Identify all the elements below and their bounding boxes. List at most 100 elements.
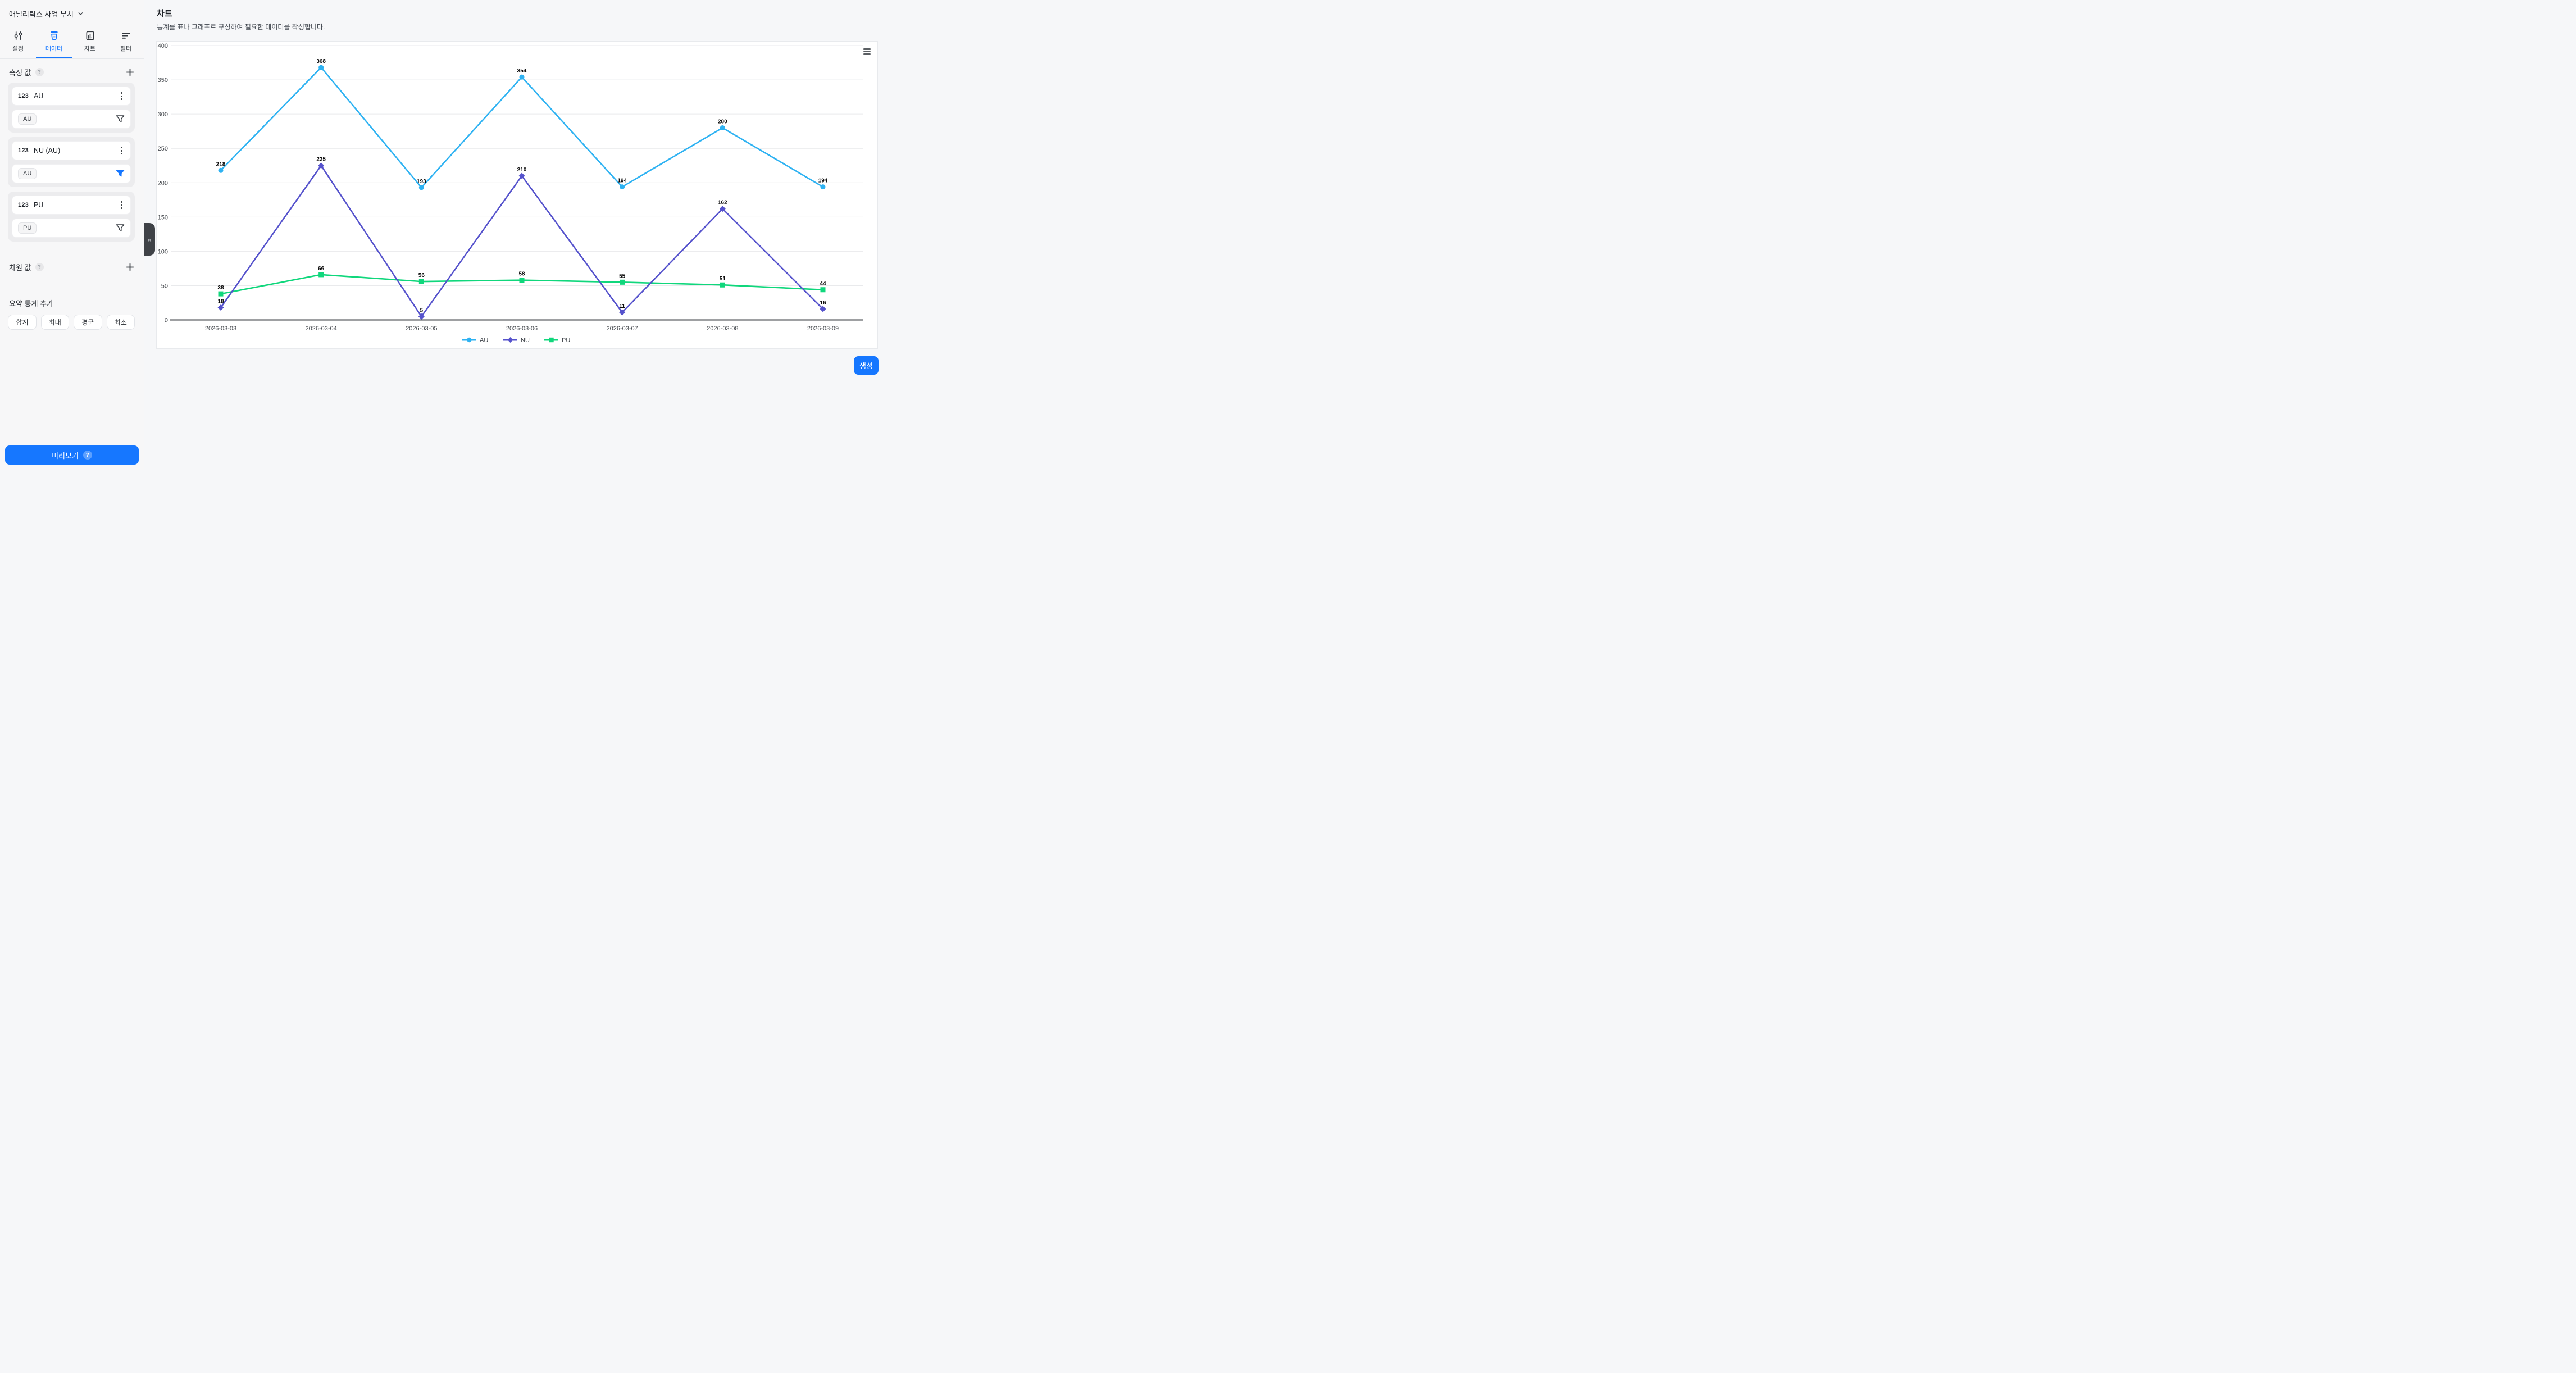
legend-marker-NU[interactable] [507, 337, 513, 343]
filter-funnel-icon[interactable] [116, 224, 125, 233]
y-tick-label: 100 [158, 248, 168, 255]
point-label: 5 [420, 307, 424, 313]
point-label: 218 [216, 161, 226, 167]
summary-sum-button[interactable]: 합계 [8, 315, 37, 330]
page-title: 차트 [157, 9, 172, 19]
point-label: 368 [316, 58, 326, 65]
point-label: 162 [718, 200, 727, 206]
filter-funnel-active-icon[interactable] [116, 169, 125, 178]
point-label: 58 [518, 271, 525, 278]
point-label: 51 [720, 276, 726, 282]
y-tick-label: 50 [161, 283, 168, 289]
legend-marker-PU[interactable] [549, 337, 554, 343]
point-label: 55 [619, 273, 626, 279]
measure-row[interactable]: 123 NU (AU) [12, 141, 131, 160]
legend-marker-AU[interactable] [467, 337, 472, 343]
series-line-NU[interactable] [220, 165, 824, 317]
sidebar: 애널리틱스 사업 부서 설정 데이터 [0, 0, 155, 470]
data-point-AU[interactable] [720, 125, 725, 131]
measure-row[interactable]: 123 AU [12, 87, 131, 106]
tab-filter[interactable]: 필터 [108, 25, 144, 58]
y-tick-label: 400 [158, 43, 168, 49]
legend-label-NU[interactable]: NU [521, 337, 530, 344]
point-label: 16 [820, 300, 826, 306]
chart-menu-button[interactable] [862, 47, 872, 56]
preview-label: 미리보기 [52, 451, 79, 460]
preview-button[interactable]: 미리보기 ? [5, 445, 139, 465]
data-point-NU[interactable] [820, 306, 826, 312]
summary-avg-button[interactable]: 평균 [74, 315, 102, 330]
tab-data[interactable]: 데이터 [36, 25, 72, 58]
add-measure-button[interactable] [125, 67, 135, 77]
help-icon[interactable]: ? [35, 68, 44, 76]
data-bucket-icon [50, 31, 58, 40]
chevron-down-icon [78, 12, 83, 15]
tab-chart[interactable]: 차트 [72, 25, 108, 58]
add-dimension-button[interactable] [125, 262, 135, 272]
data-point-AU[interactable] [418, 185, 424, 190]
workspace-selector[interactable]: 애널리틱스 사업 부서 [0, 0, 144, 25]
data-point-PU[interactable] [720, 282, 725, 288]
tab-label: 설정 [12, 46, 24, 52]
data-point-AU[interactable] [519, 74, 525, 80]
kebab-menu-icon[interactable] [119, 199, 125, 211]
summary-title: 요약 통계 추가 [9, 299, 53, 308]
create-button[interactable]: 생성 [854, 356, 879, 375]
data-point-PU[interactable] [519, 278, 525, 283]
data-point-AU[interactable] [620, 184, 625, 190]
measure-name: AU [33, 92, 44, 100]
point-label: 280 [718, 119, 727, 125]
kebab-menu-icon[interactable] [119, 145, 125, 156]
data-point-PU[interactable] [218, 291, 224, 297]
measure-field-row: AU [12, 164, 131, 183]
point-label: 193 [417, 179, 426, 185]
data-point-NU[interactable] [217, 304, 224, 311]
point-label: 225 [316, 157, 326, 163]
measure-card-au: 123 AU AU [8, 83, 135, 133]
chart-panel: 0 50 100 150 200 250 300 350 400 2026-03-03 2026-0… [156, 41, 878, 349]
bar-chart-icon [86, 31, 94, 40]
data-point-PU[interactable] [318, 272, 324, 278]
tab-settings[interactable]: 설정 [0, 25, 36, 58]
summary-max-button[interactable]: 최대 [40, 315, 69, 330]
data-point-NU[interactable] [619, 309, 626, 316]
data-point-NU[interactable] [719, 206, 726, 212]
tab-label: 차트 [84, 46, 96, 52]
series-line-PU[interactable] [220, 274, 824, 295]
x-tick-label: 2026-03-09 [807, 325, 839, 332]
point-label: 56 [418, 272, 425, 279]
data-point-PU[interactable] [418, 279, 424, 284]
legend-label-PU[interactable]: PU [562, 337, 570, 344]
sidebar-collapse-button[interactable]: « [144, 223, 155, 256]
legend-label-AU[interactable]: AU [480, 337, 488, 344]
type-badge: 123 [18, 93, 29, 99]
field-chip[interactable]: PU [18, 222, 37, 234]
help-icon[interactable]: ? [35, 263, 44, 271]
x-tick-label: 2026-03-07 [607, 325, 638, 332]
field-chip[interactable]: AU [18, 113, 37, 125]
measure-row[interactable]: 123 PU [12, 196, 131, 215]
point-label: 66 [318, 266, 325, 272]
data-point-NU[interactable] [318, 162, 325, 169]
summary-min-button[interactable]: 최소 [106, 315, 135, 330]
summary-header: 요약 통계 추가 [9, 298, 135, 308]
sliders-icon [14, 31, 22, 40]
data-point-AU[interactable] [820, 184, 826, 190]
data-point-PU[interactable] [820, 287, 826, 293]
x-tick-label: 2026-03-05 [406, 325, 437, 332]
data-point-PU[interactable] [620, 279, 625, 285]
y-tick-label: 300 [158, 111, 168, 118]
summary-buttons: 합계 최대 평균 최소 [8, 315, 135, 330]
kebab-menu-icon[interactable] [119, 90, 125, 102]
data-point-AU[interactable] [218, 167, 224, 173]
data-point-NU[interactable] [518, 172, 525, 179]
field-chip[interactable]: AU [18, 168, 37, 179]
x-tick-label: 2026-03-06 [506, 325, 538, 332]
point-label: 210 [517, 167, 527, 173]
data-point-NU[interactable] [418, 313, 425, 320]
type-badge: 123 [18, 147, 29, 154]
y-tick-label: 350 [158, 77, 168, 84]
chevrons-left-icon: « [147, 235, 152, 244]
filter-funnel-icon[interactable] [116, 115, 125, 124]
data-point-AU[interactable] [318, 65, 324, 70]
